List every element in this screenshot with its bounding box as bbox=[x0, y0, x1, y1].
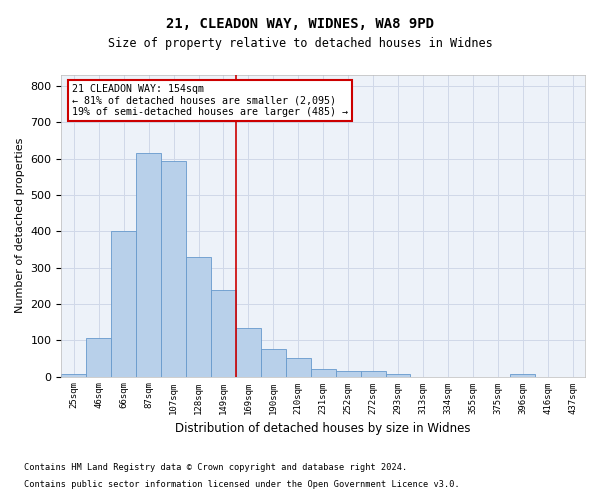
Text: Contains public sector information licensed under the Open Government Licence v3: Contains public sector information licen… bbox=[24, 480, 460, 489]
Bar bbox=[186, 256, 211, 376]
Bar bbox=[236, 328, 261, 376]
Bar bbox=[335, 371, 361, 376]
Text: Size of property relative to detached houses in Widnes: Size of property relative to detached ho… bbox=[107, 38, 493, 51]
Bar bbox=[286, 358, 311, 376]
Bar bbox=[361, 371, 386, 376]
X-axis label: Distribution of detached houses by size in Widnes: Distribution of detached houses by size … bbox=[175, 422, 471, 435]
Text: 21 CLEADON WAY: 154sqm
← 81% of detached houses are smaller (2,095)
19% of semi-: 21 CLEADON WAY: 154sqm ← 81% of detached… bbox=[72, 84, 348, 117]
Bar bbox=[61, 374, 86, 376]
Bar bbox=[311, 368, 335, 376]
Text: 21, CLEADON WAY, WIDNES, WA8 9PD: 21, CLEADON WAY, WIDNES, WA8 9PD bbox=[166, 18, 434, 32]
Bar bbox=[211, 290, 236, 376]
Bar bbox=[161, 162, 186, 376]
Bar bbox=[386, 374, 410, 376]
Y-axis label: Number of detached properties: Number of detached properties bbox=[15, 138, 25, 314]
Bar bbox=[111, 231, 136, 376]
Bar bbox=[261, 349, 286, 376]
Bar bbox=[86, 338, 111, 376]
Text: Contains HM Land Registry data © Crown copyright and database right 2024.: Contains HM Land Registry data © Crown c… bbox=[24, 464, 407, 472]
Bar bbox=[136, 154, 161, 376]
Bar bbox=[510, 374, 535, 376]
